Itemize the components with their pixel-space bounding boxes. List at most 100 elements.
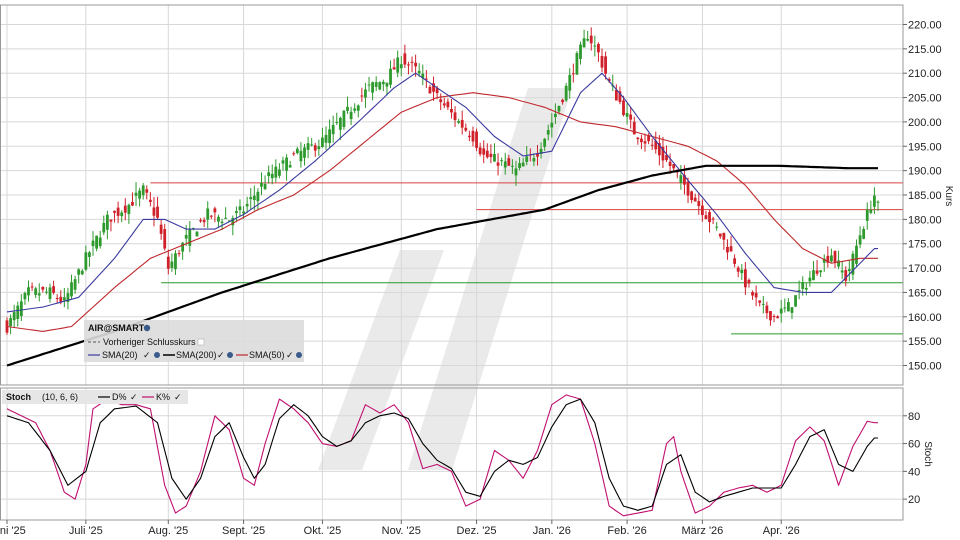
candle-up	[170, 261, 174, 268]
candle-down	[833, 251, 837, 263]
candle-down	[672, 164, 676, 169]
candle-up	[493, 153, 496, 162]
candle-up	[295, 148, 299, 154]
candle-up	[421, 73, 425, 79]
price-tick-label: 155.00	[908, 336, 942, 348]
candle-up	[808, 277, 812, 282]
candle-up	[862, 228, 866, 239]
candle-up	[625, 112, 629, 117]
candle-down	[156, 206, 159, 218]
price-tick-label: 220.00	[908, 19, 942, 31]
candle-up	[270, 173, 274, 179]
candle-down	[482, 148, 486, 155]
candle-down	[561, 99, 564, 103]
candle-up	[62, 297, 66, 301]
candle-down	[403, 53, 407, 65]
candle-down	[199, 220, 202, 222]
watermark-stroke-right	[408, 88, 572, 470]
candle-up	[195, 231, 199, 237]
candle-up	[267, 172, 271, 176]
candle-down	[654, 140, 658, 150]
globe-icon[interactable]	[143, 324, 151, 332]
sma200-globe-icon[interactable]	[227, 352, 233, 358]
sma20-check-icon[interactable]: ✓	[143, 350, 151, 360]
candle-up	[12, 312, 16, 321]
candle-down	[471, 130, 475, 142]
sma20-line	[6, 72, 878, 313]
sma200-check-icon[interactable]: ✓	[217, 350, 225, 360]
candle-up	[381, 81, 385, 85]
candle-down	[52, 286, 55, 293]
candle-down	[629, 114, 633, 120]
candle-down	[661, 146, 665, 161]
candle-up	[34, 288, 38, 295]
candle-down	[772, 316, 776, 318]
candle-down	[690, 191, 694, 201]
candle-up	[579, 44, 582, 59]
price-tick-label: 165.00	[908, 287, 942, 299]
candle-up	[356, 105, 360, 111]
candle-up	[66, 293, 70, 302]
x-tick-label: Feb. '26	[607, 525, 646, 537]
candle-up	[227, 220, 231, 222]
stoch-tick-label: 60	[908, 439, 920, 451]
stoch-legend-d: D%	[112, 392, 127, 402]
x-tick-label: Okt. '25	[304, 525, 342, 537]
stochastic-lines	[6, 394, 878, 517]
candle-down	[743, 269, 747, 288]
candle-up	[141, 185, 145, 196]
candle-up	[181, 242, 185, 252]
candle-up	[288, 165, 292, 168]
candle-up	[310, 144, 314, 146]
x-tick-label: Aug. '25	[148, 525, 188, 537]
d-check-icon[interactable]: ✓	[130, 392, 138, 402]
stoch-legend-title: Stoch	[6, 392, 31, 402]
candle-down	[30, 286, 34, 288]
candle-up	[396, 57, 400, 73]
candle-down	[815, 270, 819, 274]
candle-up	[256, 191, 260, 202]
candle-up	[840, 270, 844, 273]
candle-up	[134, 192, 138, 196]
k-check-icon[interactable]: ✓	[174, 392, 182, 402]
candle-up	[37, 293, 41, 296]
price-tick-label: 170.00	[908, 263, 942, 275]
candle-up	[786, 302, 790, 312]
candle-down	[604, 56, 607, 74]
prev-close-checkbox[interactable]	[197, 338, 205, 346]
candle-up	[346, 106, 349, 111]
candle-up	[278, 169, 281, 176]
x-axis-ticks: Juni '25 Juli '25 Aug. '25 Sept. '25 Okt. '2…	[0, 520, 800, 537]
candle-up	[525, 156, 529, 162]
candle-down	[536, 153, 539, 157]
price-tick-label: 185.00	[908, 190, 942, 202]
candle-up	[281, 160, 285, 164]
candle-down	[166, 256, 170, 269]
candle-down	[718, 233, 722, 237]
candle-down	[668, 161, 672, 167]
candle-down	[55, 298, 59, 300]
candle-down	[736, 267, 740, 272]
candle-up	[371, 82, 375, 93]
candle-up	[88, 252, 91, 257]
candle-down	[424, 78, 428, 80]
candle-up	[510, 165, 514, 167]
candle-up	[546, 130, 550, 135]
candle-up	[9, 318, 12, 327]
sma50-globe-icon[interactable]	[296, 352, 302, 358]
candle-down	[640, 138, 643, 143]
candle-up	[532, 158, 536, 162]
candle-down	[636, 137, 640, 140]
candle-up	[858, 235, 862, 245]
price-tick-label: 205.00	[908, 93, 942, 105]
sma50-check-icon[interactable]: ✓	[286, 350, 294, 360]
candle-up	[184, 234, 188, 239]
candle-up	[252, 195, 256, 201]
legend-prev-close: Vorheriger Schlusskurs	[103, 337, 196, 347]
sma20-globe-icon[interactable]	[154, 352, 160, 358]
candle-up	[234, 211, 238, 214]
candle-up	[851, 253, 855, 275]
candle-down	[650, 144, 654, 146]
candle-up	[869, 209, 873, 213]
stoch-panel-frame	[0, 387, 904, 521]
